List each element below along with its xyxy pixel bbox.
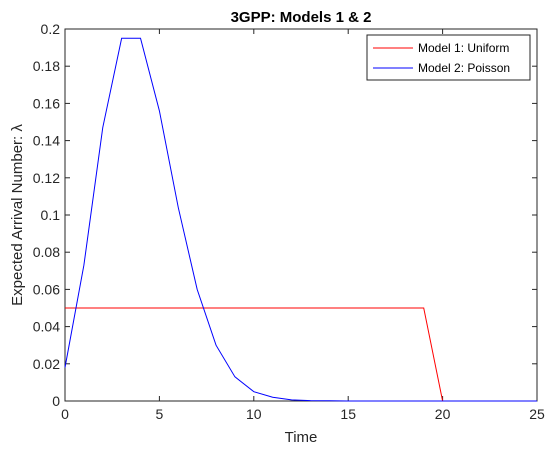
series-lines [64, 37, 537, 402]
series-line-poisson [64, 37, 537, 402]
x-tick-label: 5 [156, 406, 164, 422]
legend-label-poisson: Model 2: Poisson [418, 61, 510, 75]
y-tick-label: 0.02 [33, 356, 60, 372]
x-axis-label: Time [285, 429, 318, 446]
y-tick-label: 0 [52, 393, 60, 409]
y-tick-label: 0.06 [33, 281, 60, 297]
y-axis-label: Expected Arrival Number: λ [9, 124, 26, 306]
y-tick-label: 0.16 [33, 95, 60, 111]
legend-label-uniform: Model 1: Uniform [418, 41, 509, 55]
x-tick-label: 10 [246, 406, 262, 422]
y-tick-label: 0.08 [33, 244, 60, 260]
plot-area [64, 28, 538, 402]
legend-box [366, 34, 531, 81]
x-tick-label: 20 [435, 406, 451, 422]
y-tick-label: 0.04 [33, 319, 60, 335]
y-tick-label: 0.1 [41, 207, 61, 223]
y-tick-label: 0.2 [41, 21, 61, 37]
y-tick-label: 0.14 [33, 133, 60, 149]
x-tick-label: 0 [61, 406, 69, 422]
x-tick-label: 15 [340, 406, 356, 422]
y-tick-label: 0.12 [33, 170, 60, 186]
y-axis: 0 0.02 0.04 0.06 0.08 0.1 0.12 0.14 0.16 0.18 0.2 [33, 21, 537, 409]
y-tick-label: 0.18 [33, 58, 60, 74]
x-tick-label: 25 [529, 406, 545, 422]
legend: Model 1: Uniform Model 2: Poisson [366, 34, 531, 81]
chart-title: 3GPP: Models 1 & 2 [231, 9, 372, 26]
